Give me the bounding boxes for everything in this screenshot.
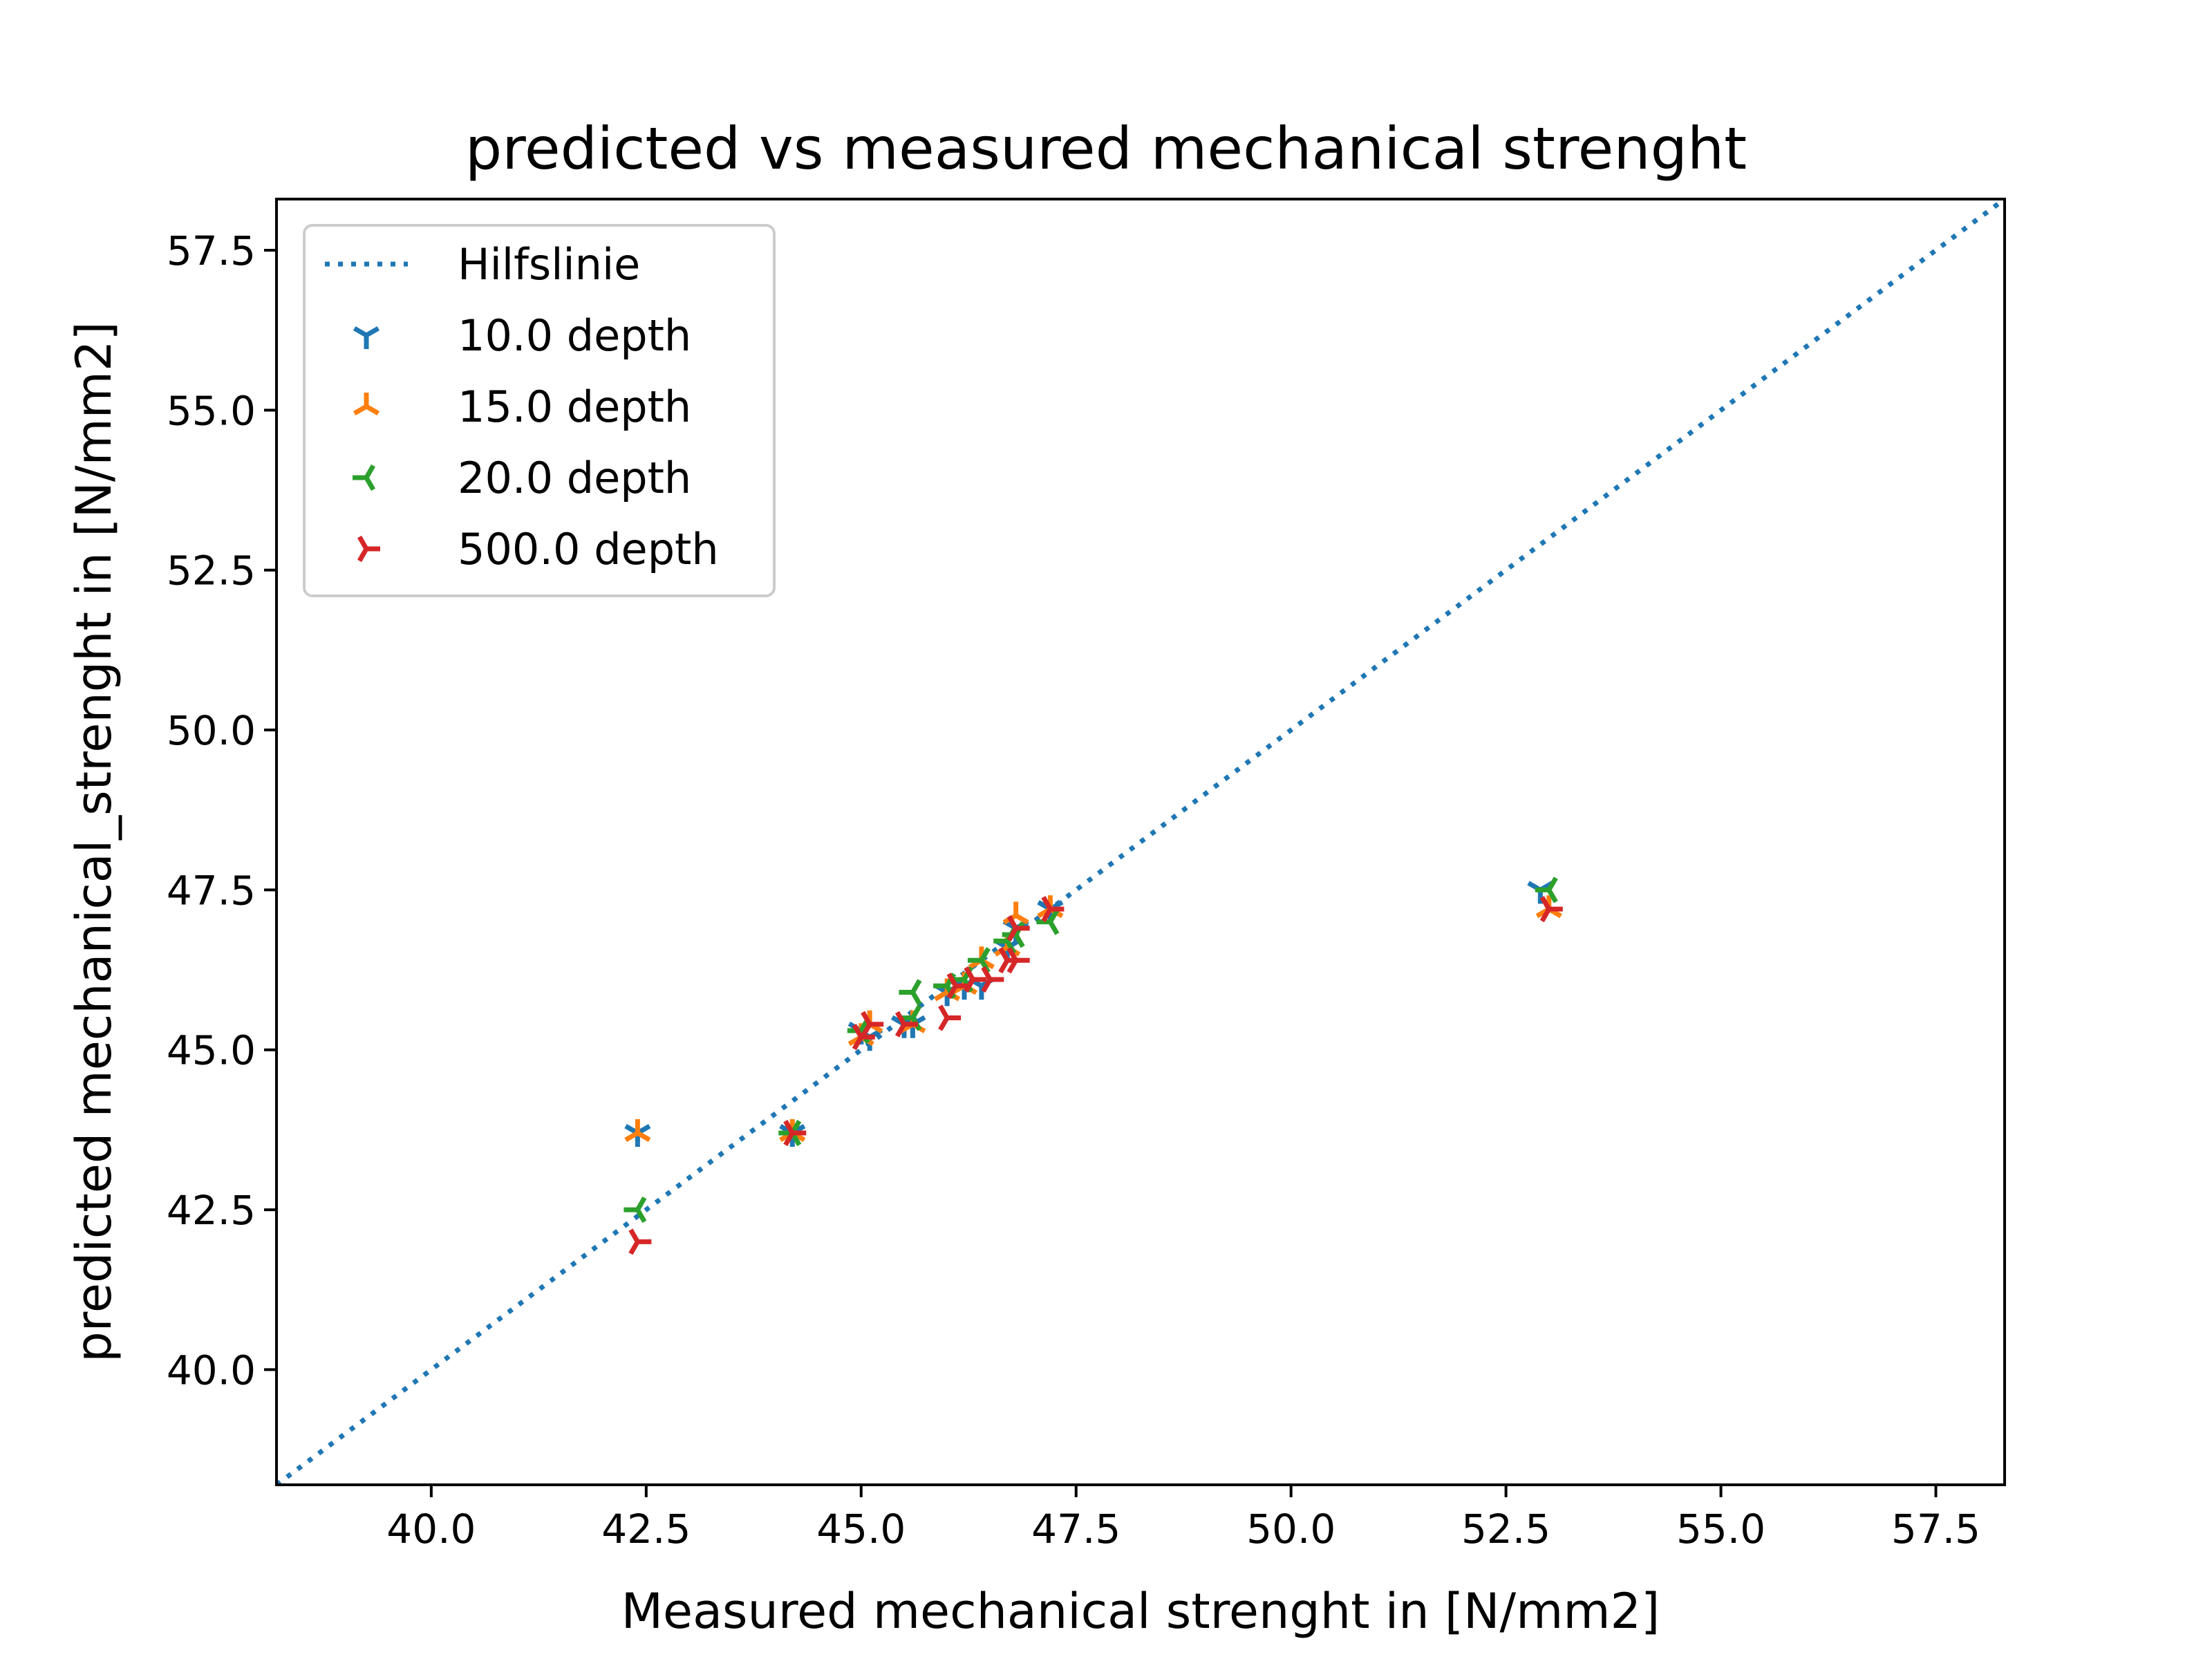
chart-title: predicted vs measured mechanical strengh… (465, 115, 1747, 182)
legend-marker-3 (353, 464, 376, 491)
series-4 (628, 896, 1563, 1255)
data-point (1006, 915, 1030, 941)
legend-label-4: 500.0 depth (458, 524, 719, 574)
data-point (894, 1011, 918, 1038)
legend-marker-1 (353, 326, 380, 349)
data-point (1535, 877, 1558, 903)
y-tick-label: 47.5 (167, 867, 256, 914)
legend-label-2: 15.0 depth (458, 382, 691, 432)
y-tick-label: 57.5 (167, 227, 256, 274)
y-tick-label: 45.0 (167, 1027, 256, 1074)
data-point (861, 1011, 884, 1038)
legend-marker-2 (353, 393, 380, 416)
y-tick-label: 55.0 (167, 387, 256, 434)
y-tick-label: 42.5 (167, 1187, 256, 1234)
plot-area-frame (275, 198, 2006, 1486)
y-axis-ticks: 40.0 42.5 45.0 47.5 50.0 52.5 55.0 57.5 (167, 227, 276, 1394)
scatter-points-layer (624, 877, 1563, 1255)
x-tick-label: 52.5 (1461, 1506, 1550, 1553)
data-point (624, 1197, 647, 1224)
x-axis-label: Measured mechanical strenght in [N/mm2] (621, 1583, 1660, 1640)
data-point (1036, 908, 1060, 935)
y-tick-label: 40.0 (167, 1347, 256, 1394)
data-point (783, 1119, 807, 1147)
legend-series-entries: 10.0 depth 15.0 depth 20.0 depth 500.0 dept… (353, 310, 719, 574)
x-tick-label: 50.0 (1246, 1506, 1335, 1553)
data-point (938, 1004, 962, 1031)
data-point (1539, 896, 1563, 923)
legend-label-reference: Hilfslinie (458, 239, 640, 290)
reference-line-layer (276, 199, 2005, 1485)
y-axis-label: predicted mechanical_strenght in [N/mm2] (66, 321, 122, 1362)
legend-box (303, 224, 776, 597)
data-point (628, 1228, 652, 1255)
legend-marker-4 (357, 535, 380, 563)
data-point (964, 966, 987, 993)
data-point (981, 966, 1004, 993)
data-point (899, 979, 922, 1006)
x-tick-label: 45.0 (816, 1506, 906, 1553)
data-point (1006, 947, 1030, 974)
reference-line (276, 199, 2005, 1485)
x-tick-label: 47.5 (1031, 1506, 1121, 1553)
legend-label-1: 10.0 depth (458, 310, 691, 361)
y-tick-label: 52.5 (167, 547, 256, 594)
x-tick-label: 42.5 (601, 1506, 691, 1553)
legend-label-3: 20.0 depth (458, 453, 691, 503)
data-point (1041, 896, 1065, 923)
y-tick-label: 50.0 (167, 707, 256, 754)
x-tick-label: 57.5 (1891, 1506, 1980, 1553)
data-point (624, 1119, 651, 1143)
data-point (852, 1024, 875, 1051)
x-axis-ticks: 40.0 42.5 45.0 47.5 50.0 52.5 55.0 57.5 (386, 1485, 1980, 1553)
x-tick-label: 40.0 (386, 1506, 476, 1553)
legend: Hilfslinie 10.0 depth 15.0 depth 20.0 dept… (303, 224, 776, 597)
x-tick-label: 55.0 (1676, 1506, 1765, 1553)
